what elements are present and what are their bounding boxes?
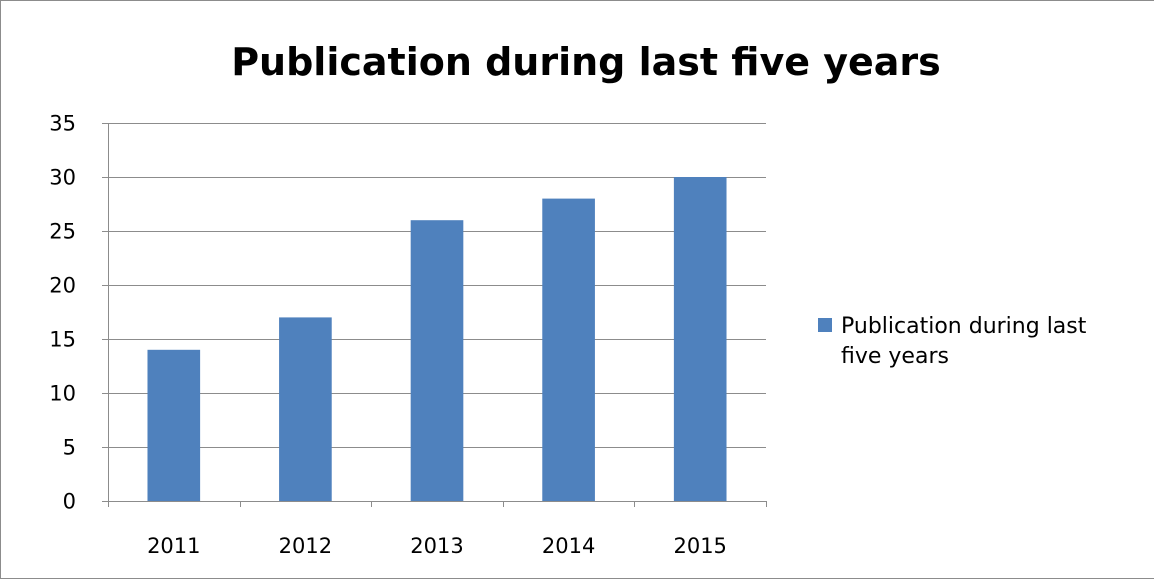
y-tick-label: 30 <box>49 166 76 190</box>
bar-2012 <box>279 317 332 501</box>
y-tick-label: 5 <box>63 436 76 460</box>
y-tick-label: 20 <box>49 274 76 298</box>
legend: Publication during last five years <box>818 314 1087 369</box>
y-tick-label: 25 <box>49 220 76 244</box>
x-axis-tick-labels: 2011 2012 2013 2014 2015 <box>147 534 727 558</box>
bars <box>147 177 727 501</box>
legend-label-line-2: five years <box>841 344 949 369</box>
x-tick-label: 2015 <box>673 534 726 558</box>
y-tick-label: 15 <box>49 328 76 352</box>
bar-2015 <box>673 177 727 501</box>
y-tick-label: 35 <box>49 112 76 136</box>
chart-title: Publication during last five years <box>231 40 941 84</box>
y-axis-tick-labels: 0 5 10 15 20 25 30 35 <box>49 112 76 514</box>
x-tick-label: 2014 <box>542 534 595 558</box>
legend-swatch <box>818 318 832 332</box>
bar-2013 <box>410 220 464 501</box>
y-tick-label: 10 <box>49 382 76 406</box>
y-tick-label: 0 <box>63 490 76 514</box>
bar-2014 <box>542 198 595 501</box>
bar-2011 <box>147 349 201 501</box>
axes <box>102 123 767 507</box>
x-tick-label: 2011 <box>147 534 200 558</box>
x-tick-label: 2012 <box>279 534 332 558</box>
legend-label-line-1: Publication during last <box>841 314 1087 339</box>
x-tick-label: 2013 <box>410 534 463 558</box>
